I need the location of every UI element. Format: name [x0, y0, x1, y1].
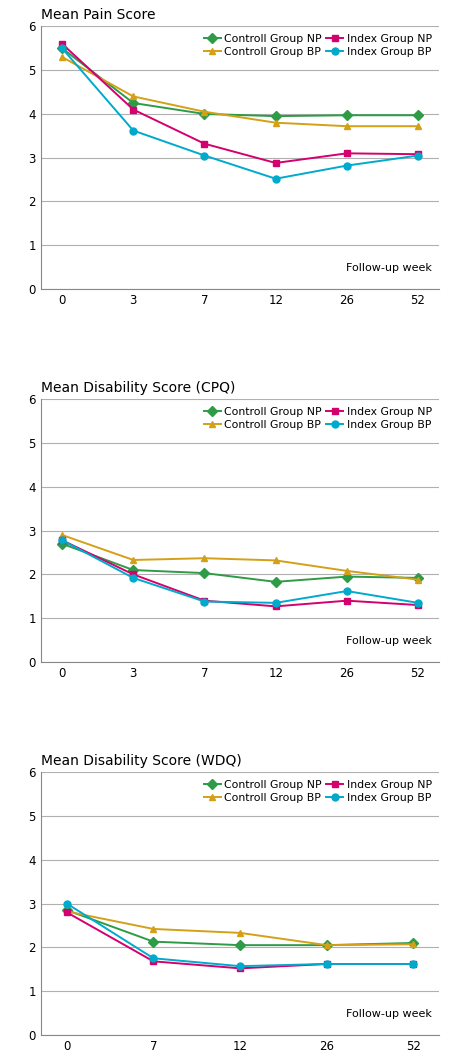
Controll Group BP — [130, 553, 136, 566]
Line: Index Group NP: Index Group NP — [58, 536, 422, 609]
Controll Group NP — [411, 937, 416, 949]
Controll Group BP — [151, 923, 156, 936]
Controll Group NP — [59, 42, 65, 55]
Line: Index Group BP: Index Group BP — [58, 536, 422, 606]
Controll Group NP — [64, 904, 69, 917]
Text: Mean Disability Score (CPQ): Mean Disability Score (CPQ) — [41, 381, 235, 395]
Index Group NP — [237, 962, 243, 975]
Index Group BP — [415, 149, 421, 162]
Index Group NP — [411, 958, 416, 970]
Line: Controll Group NP: Controll Group NP — [58, 541, 422, 585]
Index Group BP — [202, 149, 207, 162]
Index Group NP — [344, 147, 350, 159]
Controll Group NP — [130, 564, 136, 577]
Text: Mean Pain Score: Mean Pain Score — [41, 8, 155, 22]
Controll Group NP — [344, 109, 350, 121]
Controll Group BP — [344, 565, 350, 578]
Controll Group BP — [130, 90, 136, 102]
Controll Group NP — [415, 109, 421, 121]
Controll Group BP — [415, 120, 421, 133]
Index Group NP — [415, 599, 421, 611]
Index Group NP — [344, 595, 350, 607]
Index Group BP — [273, 597, 279, 609]
Line: Controll Group NP: Controll Group NP — [58, 44, 422, 119]
Controll Group NP — [130, 97, 136, 110]
Controll Group NP — [344, 570, 350, 583]
Index Group BP — [344, 159, 350, 172]
Index Group BP — [273, 172, 279, 185]
Controll Group BP — [344, 120, 350, 133]
Index Group NP — [324, 958, 329, 970]
Index Group NP — [130, 568, 136, 581]
Controll Group BP — [64, 905, 69, 918]
Index Group BP — [415, 597, 421, 609]
Controll Group NP — [324, 939, 329, 951]
Controll Group NP — [237, 939, 243, 951]
Controll Group BP — [202, 106, 207, 118]
Text: Mean Disability Score (WDQ): Mean Disability Score (WDQ) — [41, 754, 241, 769]
Controll Group NP — [151, 936, 156, 948]
Index Group BP — [237, 960, 243, 973]
Index Group BP — [344, 585, 350, 598]
Index Group BP — [411, 958, 416, 970]
Line: Index Group BP: Index Group BP — [63, 900, 417, 969]
Controll Group BP — [324, 939, 329, 951]
Legend: Controll Group NP, Controll Group BP, Index Group NP, Index Group BP: Controll Group NP, Controll Group BP, In… — [202, 32, 434, 59]
Index Group BP — [59, 534, 65, 547]
Index Group NP — [64, 906, 69, 919]
Index Group NP — [273, 600, 279, 612]
Controll Group BP — [273, 554, 279, 567]
Controll Group NP — [273, 110, 279, 122]
Line: Controll Group NP: Controll Group NP — [63, 907, 417, 948]
Index Group NP — [151, 955, 156, 967]
Index Group BP — [130, 125, 136, 137]
Controll Group NP — [415, 571, 421, 584]
Index Group NP — [59, 38, 65, 51]
Line: Index Group BP: Index Group BP — [58, 44, 422, 183]
Index Group BP — [130, 571, 136, 584]
Index Group NP — [202, 137, 207, 150]
Index Group BP — [64, 898, 69, 910]
Text: Follow-up week: Follow-up week — [346, 636, 431, 646]
Legend: Controll Group NP, Controll Group BP, Index Group NP, Index Group BP: Controll Group NP, Controll Group BP, In… — [202, 777, 434, 805]
Index Group NP — [59, 534, 65, 547]
Controll Group BP — [411, 938, 416, 950]
Controll Group BP — [59, 51, 65, 63]
Controll Group BP — [202, 552, 207, 565]
Controll Group BP — [59, 529, 65, 542]
Line: Controll Group BP: Controll Group BP — [58, 531, 422, 583]
Index Group NP — [202, 595, 207, 607]
Controll Group NP — [202, 567, 207, 580]
Index Group BP — [324, 958, 329, 970]
Index Group BP — [202, 596, 207, 608]
Controll Group NP — [202, 108, 207, 120]
Line: Index Group NP: Index Group NP — [58, 40, 422, 167]
Text: Follow-up week: Follow-up week — [346, 263, 431, 274]
Controll Group BP — [415, 573, 421, 586]
Line: Index Group NP: Index Group NP — [63, 909, 417, 972]
Line: Controll Group BP: Controll Group BP — [58, 54, 422, 130]
Index Group NP — [130, 103, 136, 116]
Text: Follow-up week: Follow-up week — [346, 1010, 431, 1019]
Controll Group BP — [237, 926, 243, 939]
Legend: Controll Group NP, Controll Group BP, Index Group NP, Index Group BP: Controll Group NP, Controll Group BP, In… — [202, 404, 434, 432]
Index Group BP — [151, 951, 156, 964]
Controll Group NP — [273, 576, 279, 588]
Index Group NP — [415, 148, 421, 161]
Controll Group BP — [273, 116, 279, 129]
Index Group BP — [59, 42, 65, 55]
Line: Controll Group BP: Controll Group BP — [63, 908, 417, 948]
Controll Group NP — [59, 538, 65, 550]
Index Group NP — [273, 156, 279, 169]
